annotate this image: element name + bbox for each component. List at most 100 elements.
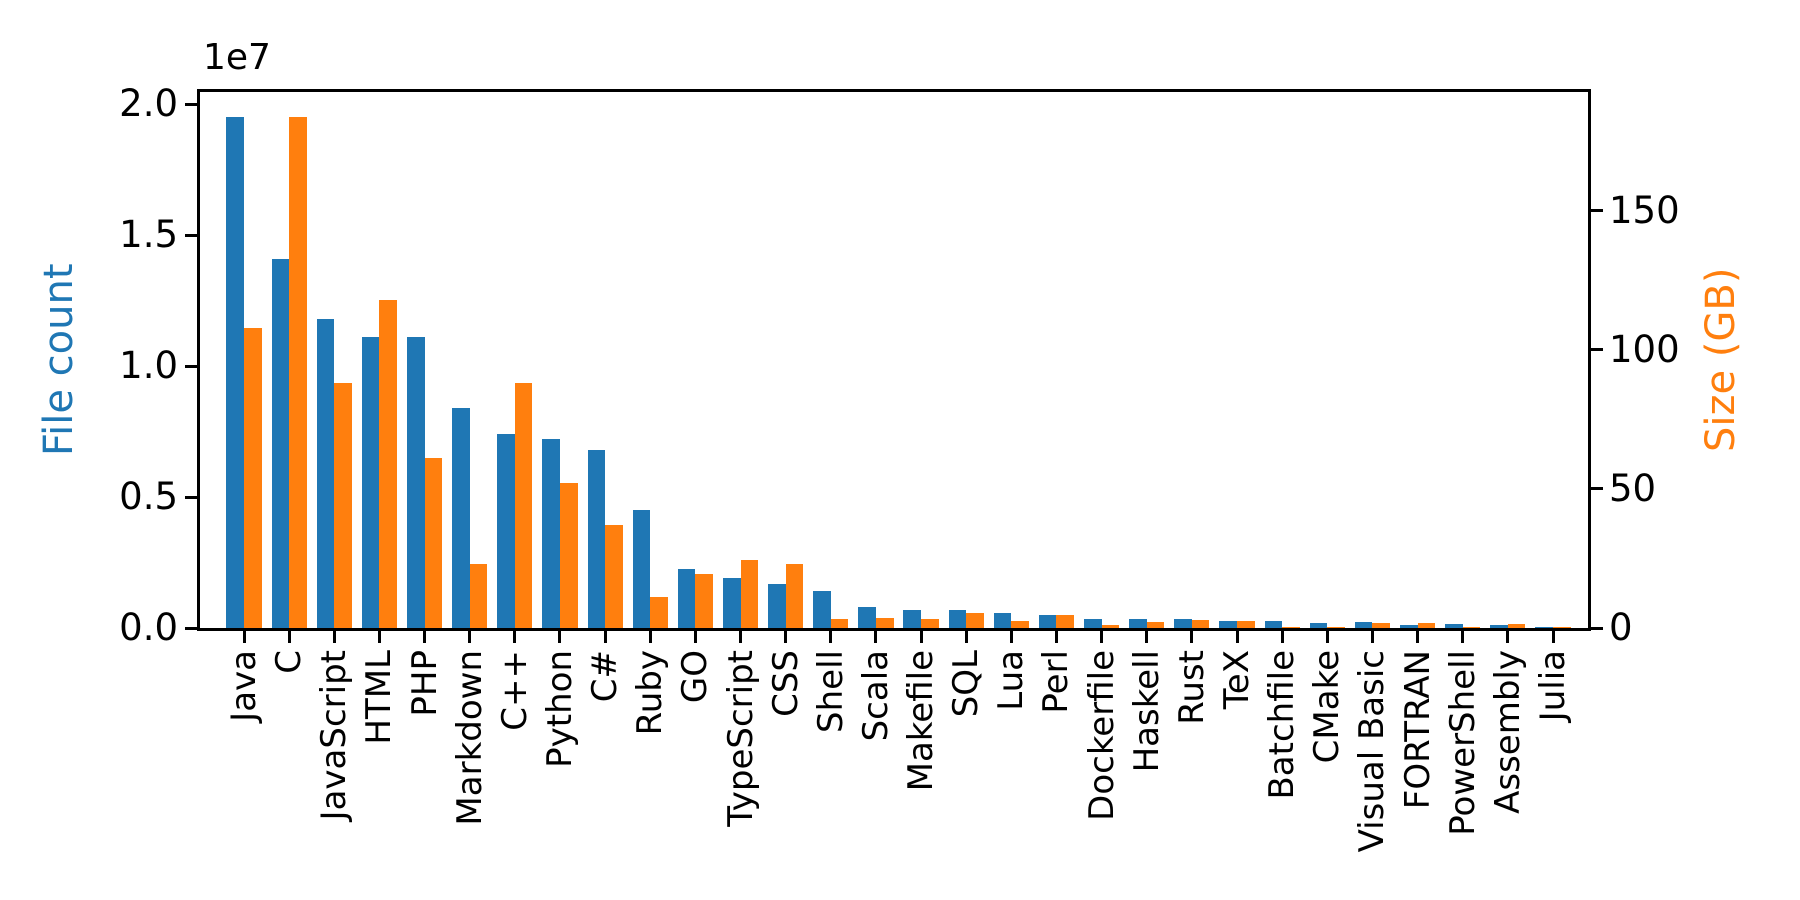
- bar-file-count-0-java: [226, 117, 244, 628]
- bar-file-count-12-css: [768, 583, 786, 628]
- x-tick-mark-17-lua: [1009, 631, 1013, 643]
- bar-size-gb-13-shell: [830, 619, 849, 628]
- x-tick-mark-8-c: [603, 631, 607, 643]
- x-tick-mark-5-markdown: [468, 631, 472, 643]
- left-tick-label-0.0: 0.0: [119, 606, 178, 649]
- x-tick-mark-7-python: [558, 631, 562, 643]
- bar-size-gb-29-julia: [1553, 627, 1571, 628]
- x-tick-label-11-typescript: TypeScript: [720, 650, 761, 827]
- x-tick-mark-28-assembly: [1506, 631, 1510, 643]
- bar-size-gb-17-lua: [1011, 621, 1029, 628]
- bar-size-gb-18-perl: [1056, 614, 1075, 628]
- bar-file-count-23-batchfile: [1264, 620, 1283, 628]
- x-tick-mark-9-ruby: [648, 631, 652, 643]
- bar-file-count-1-c: [271, 258, 290, 628]
- bar-size-gb-26-fortran: [1417, 623, 1436, 628]
- x-tick-mark-29-julia: [1551, 631, 1555, 643]
- bar-file-count-2-javascript: [316, 318, 335, 628]
- x-tick-mark-24-cmake: [1325, 631, 1329, 643]
- bar-file-count-19-dockerfile: [1084, 618, 1102, 628]
- bar-size-gb-5-markdown: [469, 564, 488, 628]
- bar-file-count-4-php: [406, 337, 425, 628]
- x-tick-label-29-julia: Julia: [1533, 650, 1573, 722]
- bar-file-count-22-tex: [1219, 620, 1238, 628]
- bar-file-count-5-markdown: [452, 407, 470, 628]
- x-tick-mark-6-c: [513, 631, 517, 643]
- bar-size-gb-3-html: [379, 300, 397, 628]
- right-tick-mark-50: [1591, 487, 1603, 491]
- bar-size-gb-4-php: [424, 458, 443, 628]
- x-tick-mark-4-php: [423, 631, 427, 643]
- x-tick-label-5-markdown: Markdown: [449, 650, 490, 826]
- right-tick-label-50: 50: [1609, 466, 1657, 510]
- x-tick-mark-12-css: [784, 631, 788, 643]
- bar-file-count-29-julia: [1535, 627, 1553, 628]
- x-tick-label-17-lua: Lua: [991, 650, 1032, 711]
- x-tick-label-12-css: CSS: [765, 650, 806, 717]
- left-tick-mark-0.5: [185, 495, 197, 499]
- x-tick-mark-18-perl: [1054, 631, 1058, 643]
- x-tick-mark-1-c: [287, 631, 291, 643]
- x-tick-mark-22-tex: [1235, 631, 1239, 643]
- left-tick-label-2.0: 2.0: [119, 82, 178, 126]
- x-tick-label-4-php: PHP: [404, 650, 445, 717]
- bar-size-gb-24-cmake: [1327, 626, 1345, 628]
- bar-size-gb-7-python: [559, 483, 578, 628]
- x-tick-mark-14-scala: [874, 631, 878, 643]
- bar-size-gb-1-c: [289, 116, 307, 628]
- left-tick-mark-1.5: [185, 233, 197, 237]
- bar-size-gb-12-css: [785, 564, 804, 628]
- left-axis-offset-text: 1e7: [203, 37, 271, 78]
- bar-file-count-8-c: [587, 449, 606, 628]
- x-tick-label-27-powershell: PowerShell: [1442, 650, 1483, 836]
- bar-file-count-11-typescript: [722, 578, 741, 628]
- x-tick-label-16-sql: SQL: [946, 650, 987, 718]
- x-tick-mark-25-visual-basic: [1370, 631, 1374, 643]
- x-tick-mark-19-dockerfile: [1100, 631, 1104, 643]
- bar-file-count-14-scala: [858, 607, 876, 628]
- x-tick-label-2-javascript: JavaScript: [314, 650, 355, 821]
- x-tick-mark-21-rust: [1190, 631, 1194, 643]
- x-tick-mark-3-html: [377, 631, 381, 643]
- bar-size-gb-6-c: [514, 383, 533, 628]
- x-tick-mark-0-java: [242, 631, 246, 643]
- bar-size-gb-14-scala: [875, 618, 894, 628]
- x-tick-label-3-html: HTML: [359, 650, 400, 745]
- x-tick-label-21-rust: Rust: [1171, 650, 1212, 725]
- bar-size-gb-9-ruby: [650, 597, 668, 628]
- bar-file-count-20-haskell: [1129, 619, 1147, 628]
- x-tick-mark-26-fortran: [1416, 631, 1420, 643]
- right-tick-mark-100: [1591, 348, 1603, 352]
- bar-file-count-26-fortran: [1399, 624, 1418, 628]
- x-tick-label-24-cmake: CMake: [1307, 650, 1348, 764]
- bar-size-gb-25-visual-basic: [1372, 623, 1391, 628]
- right-tick-mark-150: [1591, 209, 1603, 213]
- bar-size-gb-22-tex: [1237, 621, 1255, 628]
- x-tick-label-18-perl: Perl: [1036, 650, 1077, 714]
- bar-file-count-13-shell: [813, 591, 831, 628]
- x-tick-mark-13-shell: [829, 631, 833, 643]
- bar-size-gb-2-javascript: [334, 383, 352, 628]
- bar-file-count-18-perl: [1038, 614, 1057, 628]
- bar-size-gb-21-rust: [1191, 619, 1210, 628]
- right-tick-label-100: 100: [1609, 327, 1680, 371]
- bar-file-count-21-rust: [1174, 618, 1192, 628]
- x-tick-label-20-haskell: Haskell: [1126, 650, 1167, 773]
- bar-size-gb-15-makefile: [921, 619, 939, 628]
- bar-size-gb-16-sql: [966, 613, 984, 628]
- bar-size-gb-11-typescript: [740, 559, 759, 628]
- bar-file-count-24-cmake: [1309, 623, 1328, 628]
- bar-size-gb-0-java: [244, 327, 262, 628]
- bar-file-count-28-assembly: [1490, 625, 1508, 628]
- x-tick-label-9-ruby: Ruby: [630, 650, 671, 736]
- right-tick-mark-0: [1591, 626, 1603, 630]
- x-tick-label-10-go: GO: [675, 650, 716, 704]
- plot-area: [197, 89, 1591, 631]
- x-tick-label-7-python: Python: [539, 650, 580, 768]
- x-tick-label-25-visual-basic: Visual Basic: [1352, 650, 1393, 853]
- left-tick-label-1.5: 1.5: [119, 213, 178, 257]
- bar-file-count-27-powershell: [1445, 624, 1463, 628]
- x-tick-label-26-fortran: FORTRAN: [1397, 650, 1438, 810]
- bar-file-count-9-ruby: [632, 510, 651, 628]
